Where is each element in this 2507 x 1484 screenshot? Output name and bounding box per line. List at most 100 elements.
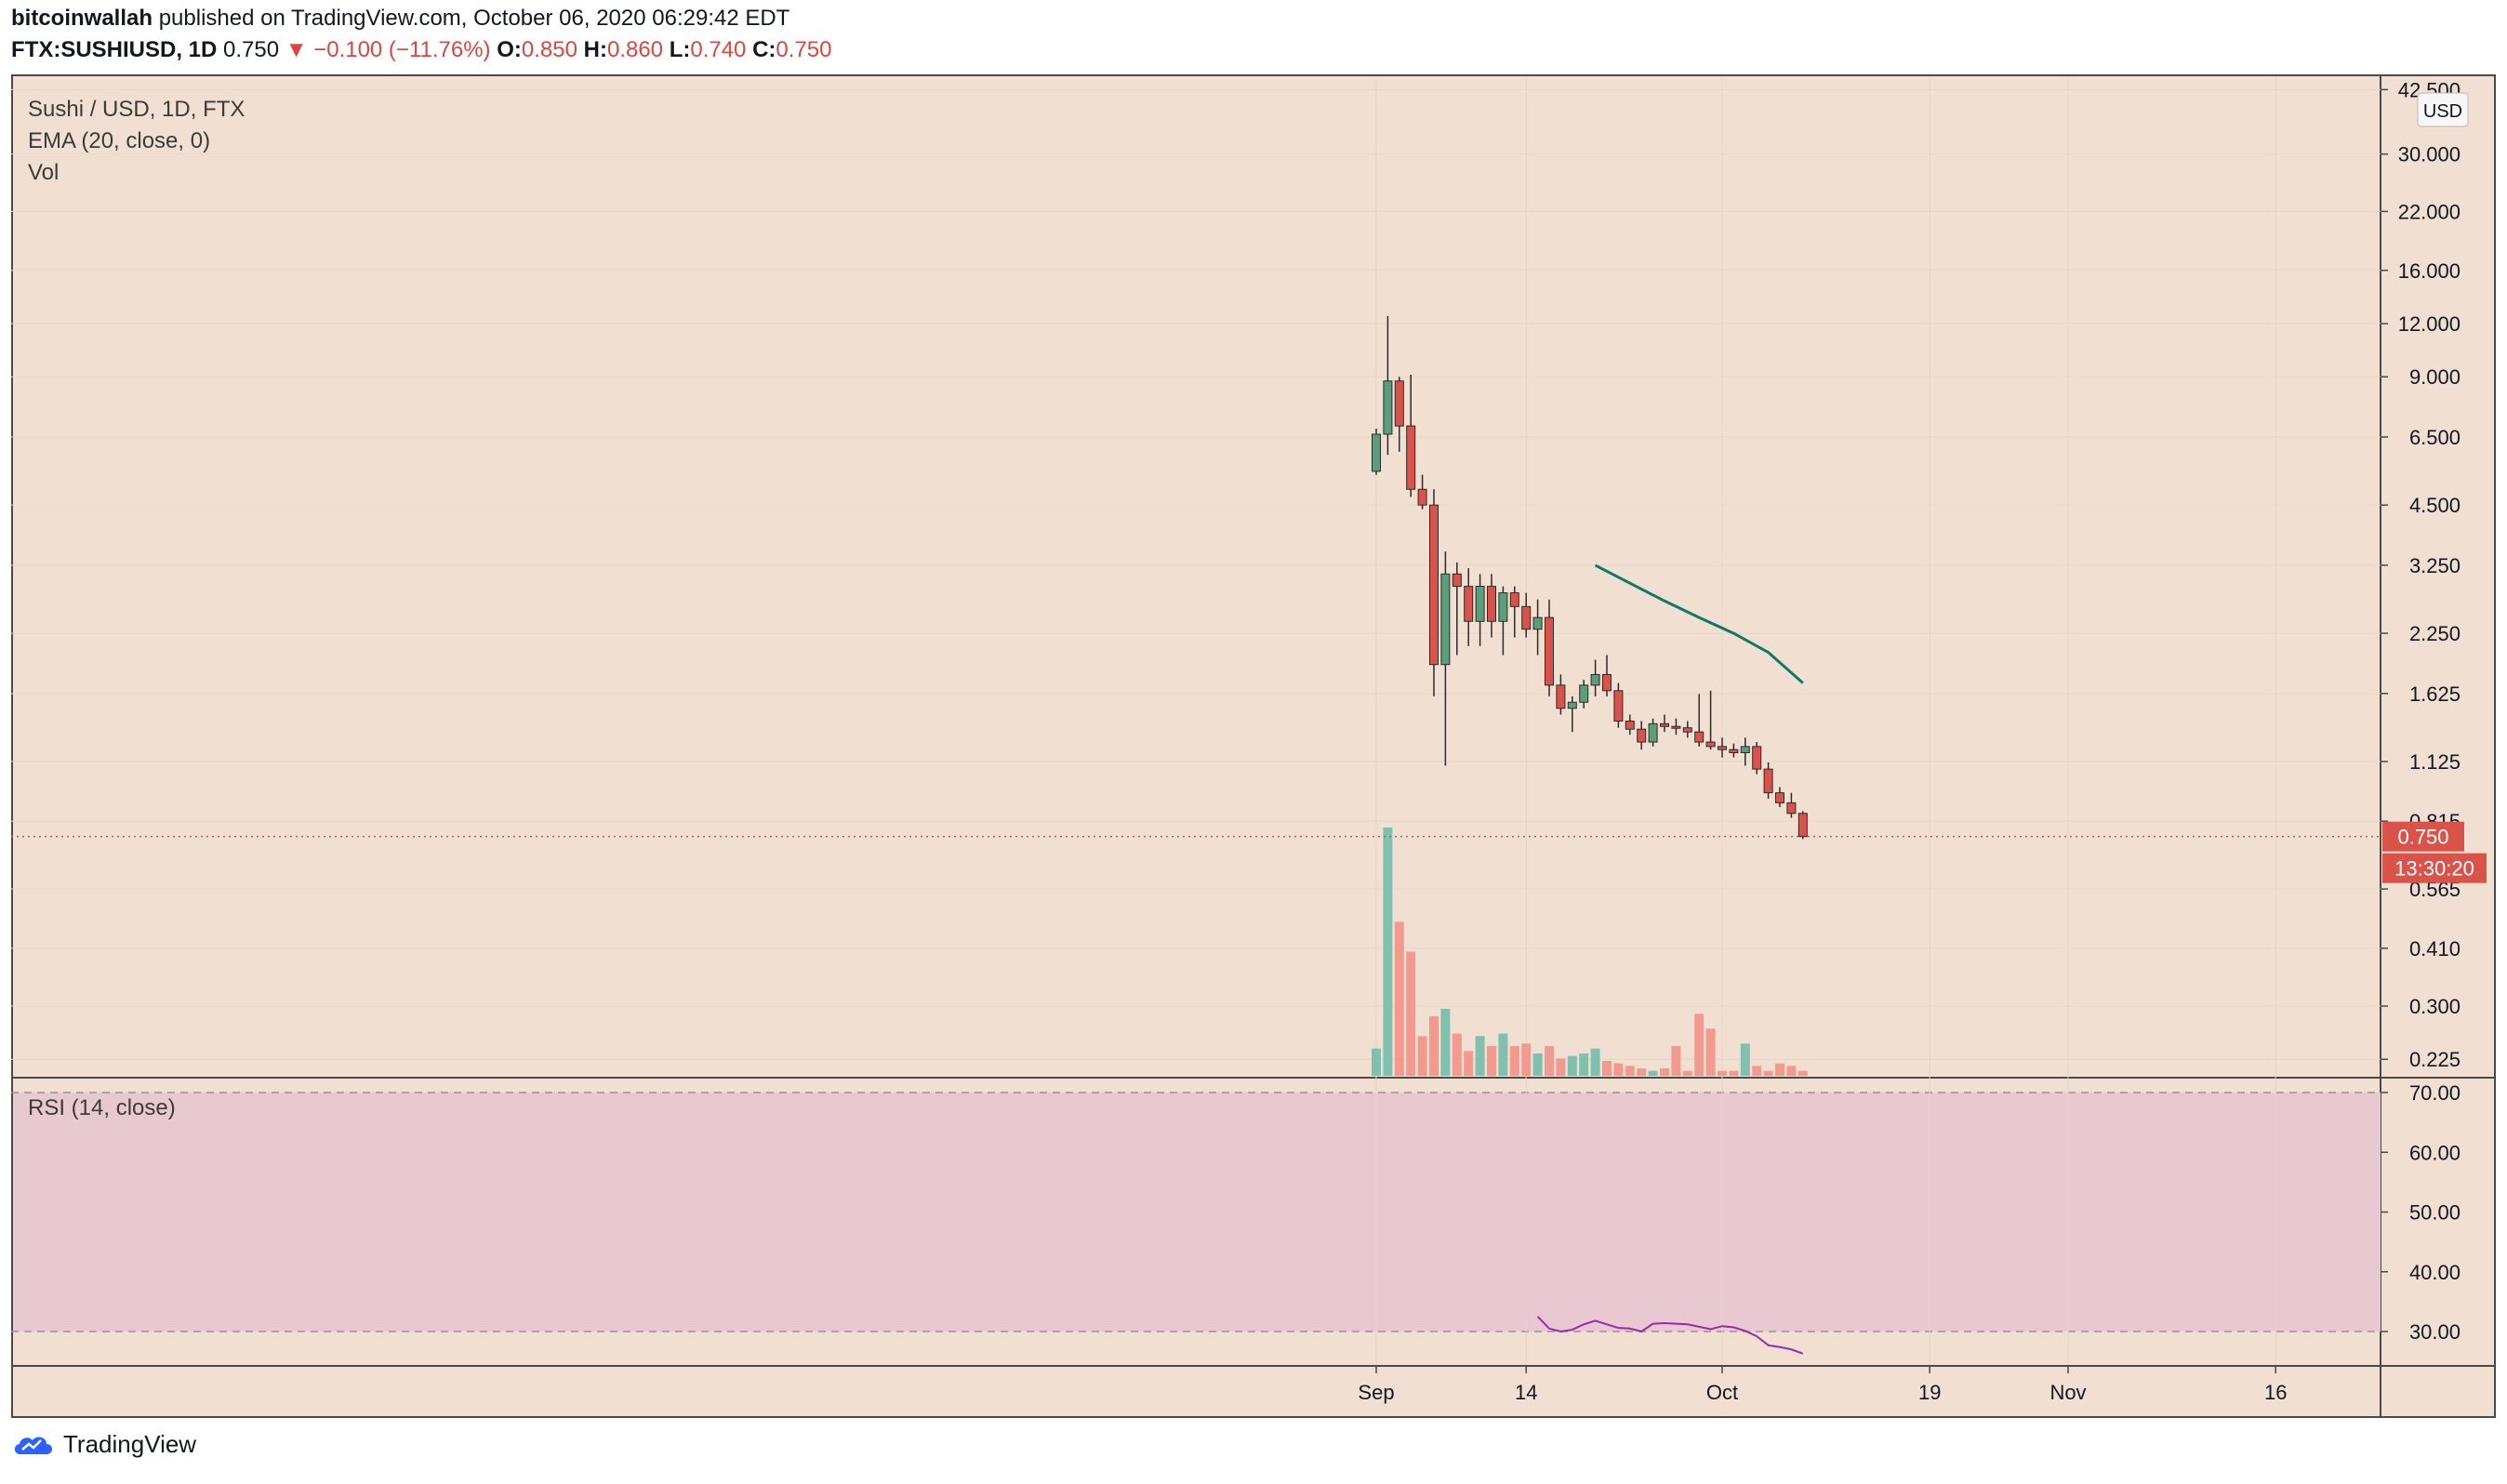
volume-bar [1718, 1070, 1727, 1076]
volume-bar [1383, 828, 1393, 1076]
close-value: 0.750 [776, 37, 832, 62]
price-tick-label: 3.250 [2409, 554, 2461, 577]
high-label: H: [583, 37, 607, 62]
price-tick-label: 2.250 [2409, 622, 2461, 645]
volume-bar [1452, 1033, 1462, 1076]
legend-main[interactable]: Sushi / USD, 1D, FTX [28, 97, 245, 122]
close-label: C: [752, 37, 776, 62]
rsi-tick-label: 30.00 [2409, 1320, 2461, 1344]
publish-text: published on TradingView.com, October 06… [158, 6, 790, 31]
high-value: 0.860 [606, 37, 664, 62]
price-tick-label: 16.000 [2398, 259, 2461, 283]
volume-bar [1625, 1066, 1635, 1076]
candle-body [1567, 701, 1577, 709]
legend-vol[interactable]: Vol [28, 160, 60, 185]
volume-bar [1429, 1015, 1439, 1076]
open-value: 0.850 [521, 37, 577, 62]
price-tick-label: 6.500 [2409, 426, 2461, 449]
volume-bar [1556, 1058, 1566, 1076]
candle-body [1660, 722, 1669, 727]
volume-bar [1671, 1045, 1681, 1076]
open-label: O: [497, 37, 522, 62]
time-tick-label: Oct [1706, 1381, 1738, 1404]
candle-body [1487, 586, 1496, 622]
volume-bar [1705, 1028, 1716, 1076]
candle-body [1682, 727, 1692, 733]
countdown-badge [2382, 853, 2487, 883]
candle-body [1509, 592, 1519, 607]
volume-bar [1579, 1053, 1589, 1076]
candle-body [1394, 380, 1404, 427]
rsi-tick-label: 50.00 [2409, 1201, 2461, 1225]
candle-body [1718, 746, 1727, 750]
price-tick-label: 0.225 [2409, 1048, 2461, 1071]
time-tick-label: 16 [2264, 1381, 2287, 1404]
candle-body [1797, 813, 1808, 838]
volume-bar [1406, 951, 1416, 1076]
volume-bar [1694, 1014, 1704, 1076]
candle-body [1579, 684, 1589, 703]
footer-brand[interactable]: TradingView [11, 1430, 196, 1459]
candle-body [1372, 433, 1381, 472]
time-tick-label: Nov [2049, 1381, 2086, 1404]
candle-body [1452, 573, 1462, 588]
currency-label: USD [2423, 101, 2462, 122]
author-name[interactable]: bitcoinwallah [11, 6, 153, 31]
volume-bar [1509, 1045, 1519, 1076]
candle-body [1786, 802, 1797, 815]
legend-ema[interactable]: EMA (20, close, 0) [28, 128, 211, 153]
countdown-label: 13:30:20 [2394, 857, 2474, 881]
candle-body [1475, 586, 1485, 622]
low-label: L: [669, 37, 691, 62]
volume-bar [1740, 1043, 1750, 1076]
ohlc-line: FTX:SUSHIUSD, 1D 0.750 ▼ −0.100 (−11.76%… [11, 37, 831, 63]
volume-bar [1752, 1066, 1762, 1076]
change-value: ▼ −0.100 (−11.76%) [285, 37, 491, 62]
volume-bar [1775, 1063, 1784, 1076]
candle-body [1648, 722, 1658, 743]
volume-bar [1797, 1070, 1808, 1076]
volume-bar [1602, 1060, 1612, 1076]
price-tick-label: 4.500 [2409, 494, 2461, 517]
candle-body [1740, 746, 1750, 754]
tradingview-cloud-icon [14, 1437, 53, 1454]
low-value: 0.740 [690, 37, 747, 62]
time-tick-label: 19 [1918, 1381, 1941, 1404]
legend-rsi[interactable]: RSI (14, close) [28, 1095, 176, 1120]
volume-bar [1682, 1070, 1692, 1076]
candle-body [1406, 425, 1416, 490]
price-tick-label: 12.000 [2398, 312, 2461, 336]
candle-body [1729, 749, 1739, 754]
rsi-tick-label: 40.00 [2409, 1261, 2461, 1284]
candle-body [1464, 586, 1474, 622]
volume-bar [1475, 1036, 1485, 1076]
candle-body [1417, 488, 1427, 506]
price-tick-label: 0.410 [2409, 937, 2461, 961]
candle-body [1383, 380, 1393, 435]
volume-bar [1763, 1070, 1773, 1076]
candle-body [1429, 504, 1439, 666]
time-tick-label: Sep [1358, 1381, 1394, 1404]
candle-body [1637, 728, 1647, 743]
volume-bar [1786, 1066, 1797, 1076]
rsi-tick-label: 60.00 [2409, 1141, 2461, 1164]
rsi-band [13, 1093, 2381, 1332]
price-tick-label: 22.000 [2398, 200, 2461, 223]
volume-bar [1637, 1067, 1647, 1076]
volume-bar [1394, 921, 1404, 1076]
currency-badge [2417, 92, 2469, 127]
volume-bar [1464, 1051, 1474, 1076]
volume-bar [1417, 1036, 1427, 1076]
volume-bar [1545, 1045, 1554, 1076]
volume-bar [1729, 1070, 1739, 1076]
candle-body [1625, 720, 1635, 730]
publish-line: bitcoinwallah published on TradingView.c… [11, 6, 789, 32]
candle-body [1532, 616, 1543, 630]
last-price-label: 0.750 [2397, 826, 2448, 849]
volume-bar [1487, 1045, 1496, 1076]
candle-body [1613, 690, 1624, 722]
volume-bar [1498, 1033, 1508, 1076]
candle-body [1763, 768, 1773, 794]
volume-bar [1440, 1008, 1451, 1076]
